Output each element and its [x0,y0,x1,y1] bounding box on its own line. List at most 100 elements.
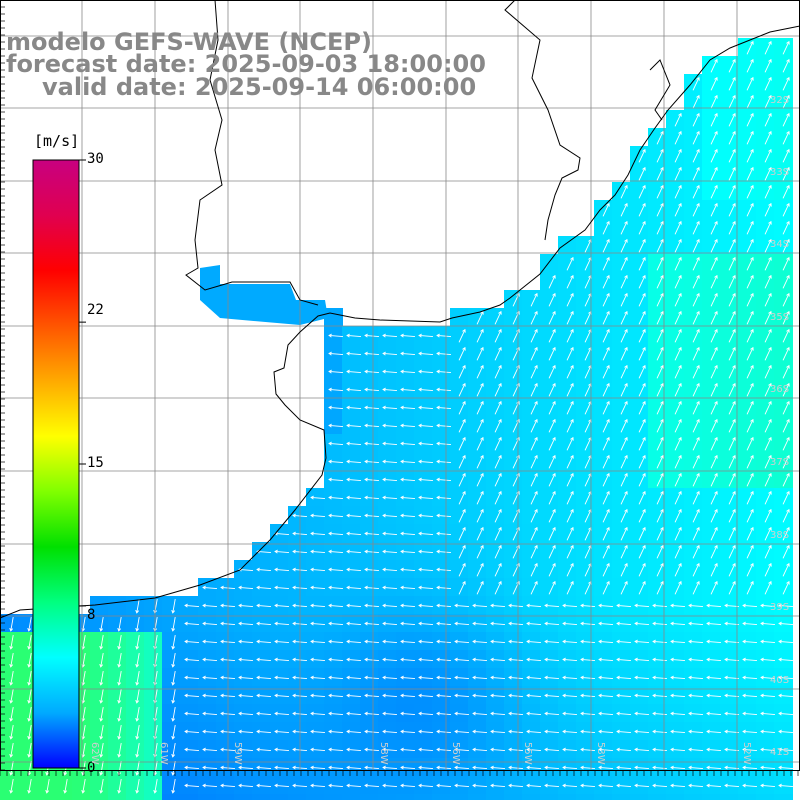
wave-arrow-head [714,364,718,369]
wave-arrow-head [768,76,772,81]
wave-arrow-head [570,310,574,315]
wave-arrow [602,347,610,361]
wave-arrow-head [642,148,646,153]
wave-arrow-head [310,585,314,590]
wave-arrow [566,383,574,397]
ocean-cell [90,704,109,723]
wave-arrow [562,730,578,734]
wave-arrow [634,640,650,644]
wave-arrow-head [480,418,484,423]
wave-arrow [688,640,704,644]
wave-arrow-head [786,184,790,189]
wave-arrow [364,370,380,374]
wave-arrow [202,784,218,788]
wave-arrow [746,113,754,127]
wave-arrow-head [696,112,700,117]
wave-arrow-head [652,783,656,788]
wave-arrow [472,604,488,608]
wave-arrow-head [670,783,674,788]
wave-arrow-head [328,333,332,338]
ocean-cell [144,632,163,651]
wave-arrow [328,586,344,590]
wave-arrow-head [768,508,772,513]
wave-arrow-head [346,333,350,338]
wave-arrow-head [660,148,664,153]
wave-arrow-head [606,544,610,549]
wave-arrow [638,527,646,541]
wave-arrow [172,743,176,757]
wave-arrow [526,748,542,752]
wave-arrow-head [660,562,664,567]
wave-arrow-head [498,526,502,531]
wave-arrow-head [642,472,646,477]
wave-arrow-head [135,789,140,794]
wave-arrow [778,766,794,770]
wave-arrow-head [544,675,548,680]
wave-arrow [172,761,176,775]
wave-arrow [458,563,466,577]
wave-arrow-head [688,711,692,716]
wave-arrow-head [624,490,628,495]
wave-arrow-head [570,436,574,441]
wave-arrow [764,401,772,415]
wave-arrow [382,568,398,572]
wave-arrow [764,239,772,253]
wave-arrow [544,748,560,752]
wave-arrow-head [678,274,682,279]
wave-arrow-head [552,454,556,459]
wave-arrow-head [642,328,646,333]
wave-arrow [638,491,646,505]
wave-arrow-head [750,526,754,531]
wave-arrow [118,617,122,631]
wave-arrow-head [714,490,718,495]
wave-arrow-head [750,256,754,261]
wave-arrow-head [552,382,556,387]
wave-arrow-head [570,328,574,333]
ocean-cell [162,794,181,800]
wave-arrow [584,311,592,325]
wave-arrow-head [714,472,718,477]
wave-arrow [566,275,574,289]
wave-arrow [548,437,556,451]
wave-arrow-head [382,711,386,716]
wave-arrow-head [570,400,574,405]
wave-arrow [746,527,754,541]
wave-arrow-head [570,526,574,531]
wave-arrow [782,437,790,451]
wave-arrow [310,514,326,518]
wave-arrow [476,419,484,433]
wave-arrow [706,658,722,662]
wave-arrow-head [310,711,314,716]
wave-arrow-head [99,645,104,650]
ocean-cell [0,668,19,687]
wave-arrow [620,203,628,217]
wave-arrow [656,167,664,181]
wave-arrow [476,329,484,343]
wave-arrow-head [696,130,700,135]
wave-arrow [256,712,272,716]
lon-label: 58W [378,742,389,765]
wave-arrow-head [400,693,404,698]
wave-arrow-head [436,603,440,608]
wave-arrow [652,694,668,698]
wave-arrow [562,658,578,662]
wave-arrow [476,401,484,415]
wave-arrow [544,766,560,770]
wave-arrow-head [642,382,646,387]
wave-arrow-head [786,148,790,153]
wave-arrow-head [81,789,86,794]
wave-arrow-head [624,364,628,369]
wave-arrow [674,365,682,379]
ocean-cell [36,794,55,800]
wave-arrow [634,622,650,626]
wave-arrow [728,383,736,397]
wave-arrow [490,658,506,662]
wave-arrow-head [310,675,314,680]
wave-arrow [746,59,754,73]
wave-arrow-head [732,220,736,225]
wave-arrow [764,437,772,451]
wave-arrow-head [660,130,664,135]
wave-arrow-head [202,729,206,734]
wave-arrow-head [732,148,736,153]
wave-arrow-head [346,567,350,572]
